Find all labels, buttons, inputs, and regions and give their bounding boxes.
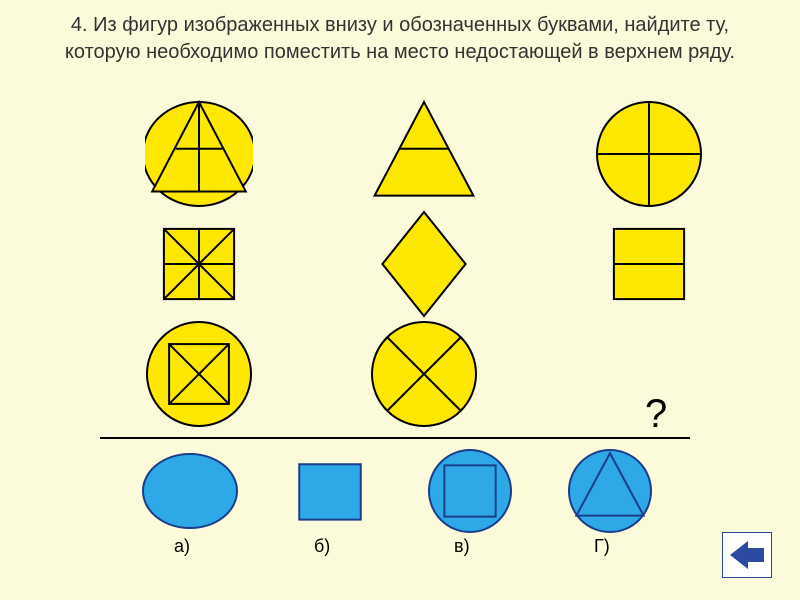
shape-square_hline (595, 210, 703, 318)
option-a[interactable] (140, 448, 240, 534)
grid-cell-0-0 (145, 100, 253, 208)
grid-cell-1-1 (370, 210, 478, 318)
option-shape-g (560, 448, 660, 534)
shape-circle_square_x (145, 320, 253, 428)
shape-diamond (370, 210, 478, 318)
grid-cell-0-1 (370, 100, 478, 208)
shape-square_x_mid (145, 210, 253, 318)
option-shape-v (420, 448, 520, 534)
page-root: 4. Из фигур изображенных внизу и обознач… (0, 0, 800, 600)
options-row: а) б) в) Г) (140, 448, 700, 558)
arrow-left-icon (730, 541, 764, 569)
question-mark: ? (645, 392, 667, 437)
option-b[interactable] (280, 448, 380, 534)
shape-triangle_midline (370, 100, 478, 208)
option-shape-a (140, 448, 240, 534)
grid-cell-0-2 (595, 100, 703, 208)
back-button[interactable] (722, 532, 772, 578)
grid-cell-2-1 (370, 320, 478, 428)
option-g[interactable] (560, 448, 660, 534)
option-shape-b (280, 448, 380, 534)
grid-cell-2-0 (145, 320, 253, 428)
option-v[interactable] (420, 448, 520, 534)
option-label-b: б) (314, 536, 330, 557)
option-label-g: Г) (594, 536, 610, 557)
shape-circle_with_triangle_cross (145, 100, 253, 208)
option-label-a: а) (174, 536, 190, 557)
grid-cell-1-2 (595, 210, 703, 318)
shape-circle_x (370, 320, 478, 428)
grid-cell-1-0 (145, 210, 253, 318)
shape-circle_cross (595, 100, 703, 208)
separator-line (100, 437, 690, 439)
question-text: 4. Из фигур изображенных внизу и обознач… (0, 0, 800, 70)
option-label-v: в) (454, 536, 470, 557)
